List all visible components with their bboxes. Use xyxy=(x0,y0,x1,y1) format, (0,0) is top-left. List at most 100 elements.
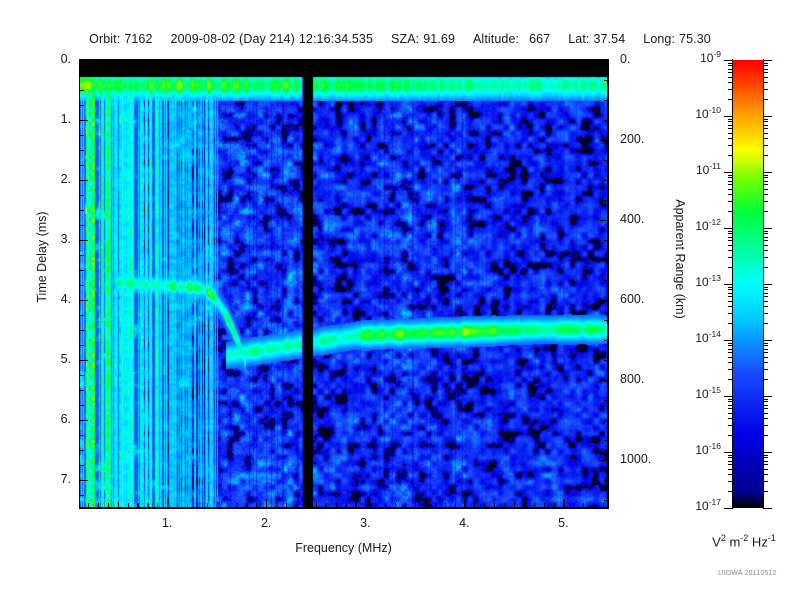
axis-bottom-line xyxy=(79,508,609,510)
colorbar-minor-tick xyxy=(728,250,733,252)
x-axis-tick-top xyxy=(444,60,446,65)
y-axis-right-tick xyxy=(604,480,609,482)
colorbar-minor-tick xyxy=(763,306,768,308)
colorbar-minor-tick xyxy=(728,286,733,288)
x-axis-tick-top xyxy=(187,60,189,65)
y-axis-left-tick-label: 4. xyxy=(60,291,71,306)
x-axis-tick xyxy=(603,503,605,508)
x-axis-tick xyxy=(226,503,228,508)
colorbar-minor-tick xyxy=(728,180,733,182)
colorbar-tick-label: 10-10 xyxy=(695,105,721,121)
colorbar-minor-tick xyxy=(728,454,733,456)
y-axis-left-tick xyxy=(79,434,84,436)
y-axis-left-tick xyxy=(79,449,84,451)
colorbar-minor-tick xyxy=(763,118,768,120)
y-axis-left-tick xyxy=(79,90,84,92)
colorbar-minor-tick xyxy=(763,300,768,302)
colorbar-minor-tick xyxy=(728,62,733,64)
y-axis-left-tick-label: 7. xyxy=(60,471,71,486)
plot-header: Orbit: 7162 2009-08-02 (Day 214) 12:16:34… xyxy=(0,30,800,48)
colorbar-minor-tick xyxy=(728,491,733,493)
y-axis-left-tick xyxy=(79,284,84,287)
colorbar-minor-tick xyxy=(763,348,768,350)
colorbar-minor-tick xyxy=(763,138,768,140)
y-axis-left-tick xyxy=(79,314,84,317)
colorbar-minor-tick xyxy=(728,68,733,70)
x-axis-tick xyxy=(107,503,109,508)
y-axis-left-tick xyxy=(79,224,84,227)
x-axis-tick-top xyxy=(167,60,169,69)
y-axis-left-tick xyxy=(79,194,84,197)
colorbar-minor-tick xyxy=(763,65,768,67)
lat-label: Lat: xyxy=(568,32,590,46)
colorbar-minor-tick xyxy=(763,128,768,130)
colorbar-tick-label: 10-12 xyxy=(695,217,721,233)
lat-value: 37.54 xyxy=(593,32,626,46)
colorbar-minor-tick xyxy=(728,76,733,78)
x-axis-tick xyxy=(365,499,367,508)
x-axis-tick xyxy=(504,503,506,508)
y-axis-right-tick xyxy=(604,240,609,242)
colorbar-major-tick xyxy=(763,172,772,174)
x-axis-tick xyxy=(177,503,179,508)
x-axis-tick xyxy=(523,503,525,508)
y-axis-right-tick xyxy=(604,420,609,422)
x-axis-tick-top xyxy=(543,60,545,65)
y-axis-right-tick xyxy=(600,60,609,62)
x-axis-tick-top xyxy=(335,60,337,65)
x-axis-tick-label: 2. xyxy=(260,516,272,530)
x-axis-tick xyxy=(266,499,268,508)
x-axis-tick-top xyxy=(355,60,357,65)
y-axis-right-tick xyxy=(600,140,609,142)
colorbar-minor-tick xyxy=(763,68,768,70)
colorbar-minor-tick xyxy=(763,89,768,91)
colorbar-tick-label: 10-9 xyxy=(700,49,721,65)
x-axis-tick-top xyxy=(305,60,308,65)
y-axis-left-tick xyxy=(79,419,88,421)
y-axis-left-tick xyxy=(79,179,88,182)
unit-hz-exp: -1 xyxy=(767,533,776,543)
colorbar-minor-tick xyxy=(728,65,733,67)
x-axis-tick-top xyxy=(404,60,407,65)
x-axis-tick-label: 1. xyxy=(161,516,173,530)
x-axis-tick xyxy=(385,503,387,508)
y-axis-left-tick xyxy=(79,165,84,167)
y-axis-left-tick xyxy=(79,60,88,62)
x-axis-tick xyxy=(127,503,129,508)
x-axis-tick xyxy=(196,503,199,508)
y-axis-right-tick xyxy=(604,260,609,262)
colorbar-panel xyxy=(733,60,763,508)
colorbar-minor-tick xyxy=(728,89,733,91)
x-axis-tick-top xyxy=(266,60,268,69)
colorbar-minor-tick xyxy=(763,121,768,123)
colorbar-minor-tick xyxy=(728,345,733,347)
colorbar-minor-tick xyxy=(728,82,733,84)
colorbar-minor-tick xyxy=(763,454,768,456)
y-axis-left-tick xyxy=(79,209,84,212)
colorbar-minor-tick xyxy=(763,257,768,259)
colorbar-minor-tick xyxy=(728,124,733,126)
colorbar-unit-label: V2 m-2 Hz-1 xyxy=(688,533,800,549)
x-axis-tick-top xyxy=(424,60,426,65)
colorbar-minor-tick xyxy=(728,379,733,381)
colorbar-minor-tick xyxy=(728,313,733,315)
x-axis-tick-label: 4. xyxy=(459,516,470,530)
colorbar-minor-tick xyxy=(763,201,768,203)
y-axis-left-tick xyxy=(79,120,88,122)
x-axis-tick-top xyxy=(226,60,228,65)
long-label: Long: xyxy=(643,32,676,46)
colorbar-minor-tick xyxy=(728,435,733,437)
x-axis-tick-top xyxy=(434,60,436,65)
colorbar-minor-tick xyxy=(763,408,768,410)
colorbar-minor-tick xyxy=(763,124,768,126)
x-axis-tick-top xyxy=(206,60,208,65)
colorbar-major-tick xyxy=(724,508,733,510)
x-axis-tick xyxy=(533,503,535,508)
orbit-value: 7162 xyxy=(124,32,153,46)
colorbar-minor-tick xyxy=(728,425,733,427)
colorbar-minor-tick xyxy=(763,289,768,291)
colorbar-minor-tick xyxy=(728,128,733,130)
y-axis-left-tick xyxy=(79,359,88,362)
y-axis-left-tick xyxy=(79,344,84,347)
colorbar-minor-tick xyxy=(728,177,733,179)
